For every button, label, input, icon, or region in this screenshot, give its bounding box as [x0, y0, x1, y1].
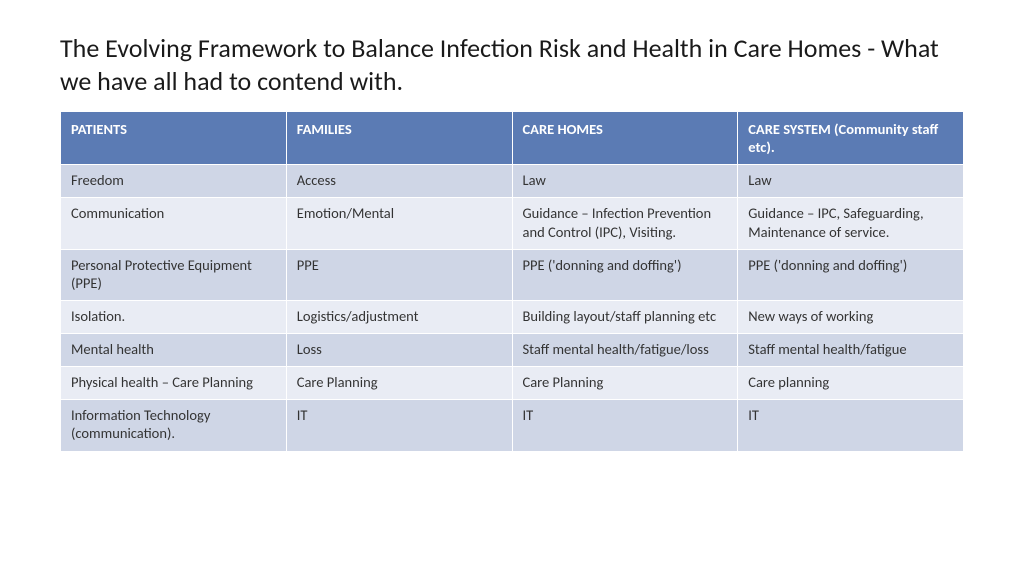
cell: New ways of working [738, 300, 964, 333]
cell: Building layout/staff planning etc [512, 300, 738, 333]
cell: Mental health [61, 334, 287, 367]
cell: Loss [286, 334, 512, 367]
table-row: Mental health Loss Staff mental health/f… [61, 334, 964, 367]
cell: IT [286, 400, 512, 451]
col-header-carehomes: CARE HOMES [512, 112, 738, 165]
cell: Emotion/Mental [286, 198, 512, 249]
cell: Guidance – Infection Prevention and Cont… [512, 198, 738, 249]
cell: Freedom [61, 165, 287, 198]
table-header-row: PATIENTS FAMILIES CARE HOMES CARE SYSTEM… [61, 112, 964, 165]
cell: Guidance – IPC, Safeguarding, Maintenanc… [738, 198, 964, 249]
cell: Access [286, 165, 512, 198]
table-row: Information Technology (communication). … [61, 400, 964, 451]
table-row: Personal Protective Equipment (PPE) PPE … [61, 249, 964, 300]
cell: Law [512, 165, 738, 198]
cell: Staff mental health/fatigue/loss [512, 334, 738, 367]
framework-table: PATIENTS FAMILIES CARE HOMES CARE SYSTEM… [60, 111, 964, 452]
cell: PPE ('donning and doffing') [738, 249, 964, 300]
table-row: Physical health – Care Planning Care Pla… [61, 367, 964, 400]
table-row: Communication Emotion/Mental Guidance – … [61, 198, 964, 249]
cell: Isolation. [61, 300, 287, 333]
col-header-caresystem: CARE SYSTEM (Community staff etc). [738, 112, 964, 165]
cell: Communication [61, 198, 287, 249]
cell: Physical health – Care Planning [61, 367, 287, 400]
cell: Personal Protective Equipment (PPE) [61, 249, 287, 300]
page-title: The Evolving Framework to Balance Infect… [60, 32, 964, 97]
cell: IT [512, 400, 738, 451]
cell: PPE [286, 249, 512, 300]
cell: Law [738, 165, 964, 198]
table-row: Freedom Access Law Law [61, 165, 964, 198]
col-header-families: FAMILIES [286, 112, 512, 165]
cell: Care Planning [286, 367, 512, 400]
cell: Care Planning [512, 367, 738, 400]
table-row: Isolation. Logistics/adjustment Building… [61, 300, 964, 333]
col-header-patients: PATIENTS [61, 112, 287, 165]
cell: Information Technology (communication). [61, 400, 287, 451]
cell: IT [738, 400, 964, 451]
cell: Care planning [738, 367, 964, 400]
cell: PPE ('donning and doffing') [512, 249, 738, 300]
cell: Staff mental health/fatigue [738, 334, 964, 367]
cell: Logistics/adjustment [286, 300, 512, 333]
